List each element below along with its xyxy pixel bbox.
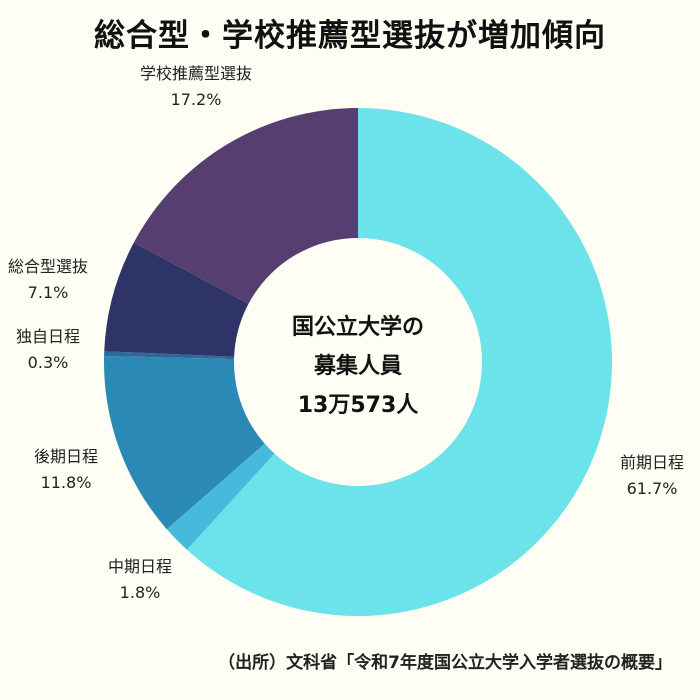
slice-label-value-1: 61.7%: [627, 479, 678, 498]
slice-label-value-5: 7.1%: [28, 283, 69, 302]
slice-label-name-2: 中期日程: [108, 557, 172, 576]
slice-label-value-3: 11.8%: [41, 473, 92, 492]
slice-label-value-4: 0.3%: [28, 353, 69, 372]
center-label: 国公立大学の 募集人員 13万573人: [292, 314, 424, 418]
slice-labels: 前期日程 61.7% 中期日程 1.8% 後期日程 11.8% 独自日程 0.3% 総合型選抜 7…: [8, 64, 684, 602]
center-line-3: 13万573人: [298, 393, 419, 418]
donut-hole: [234, 238, 482, 486]
slice-label-name-3: 後期日程: [34, 447, 98, 466]
slice-label-name-1: 前期日程: [620, 453, 684, 472]
chart-title: 総合型・学校推薦型選抜が増加傾向: [94, 18, 606, 54]
slice-label-name-6: 学校推薦型選抜: [140, 64, 252, 83]
slice-label-name-4: 独自日程: [16, 327, 80, 346]
slice-label-value-2: 1.8%: [120, 583, 161, 602]
slice-label-name-5: 総合型選抜: [8, 257, 88, 276]
source-note: （出所）文科省「令和7年度国公立大学入学者選抜の概要」: [218, 653, 672, 673]
center-line-1: 国公立大学の: [292, 314, 424, 340]
center-line-2: 募集人員: [313, 353, 402, 379]
slice-label-value-6: 17.2%: [171, 90, 222, 109]
